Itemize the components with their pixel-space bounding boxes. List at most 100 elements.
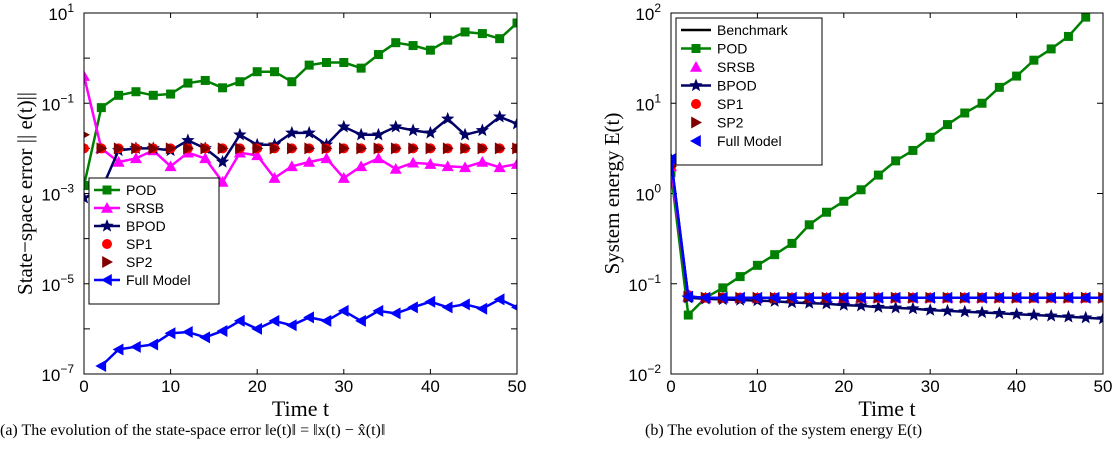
legend-pod-label: POD bbox=[717, 41, 747, 57]
series-sp2-point bbox=[252, 142, 264, 155]
legend-full-model-label: Full Model bbox=[717, 133, 782, 149]
series-full-model-point bbox=[872, 291, 884, 304]
series-pod-point bbox=[425, 45, 435, 55]
series-sp2-point bbox=[113, 142, 125, 155]
series-full-model-point bbox=[372, 304, 384, 317]
legend-pod-marker bbox=[102, 185, 112, 195]
series-srsb-point bbox=[355, 160, 368, 172]
series-pod-point bbox=[856, 185, 866, 195]
series-srsb-point bbox=[268, 172, 281, 183]
series-pod-point bbox=[321, 57, 331, 67]
series-sp2-point bbox=[84, 131, 90, 139]
series-full-model-point bbox=[355, 314, 366, 327]
series-pod-point bbox=[460, 27, 470, 37]
series-srsb-point bbox=[199, 152, 212, 164]
series-full-model-point bbox=[768, 291, 780, 304]
series-bpod-point bbox=[285, 125, 299, 139]
series-bpod-point bbox=[871, 300, 886, 313]
series-sp1-point bbox=[84, 143, 89, 154]
legend-pod-label: POD bbox=[126, 182, 156, 198]
series-srsb-point bbox=[459, 161, 472, 173]
series-sp2-point bbox=[390, 142, 402, 155]
x-axis-label: Time t bbox=[858, 396, 915, 421]
series-bpod-point bbox=[837, 298, 851, 311]
series-bpod-point bbox=[940, 303, 955, 317]
series-bpod-point bbox=[510, 116, 517, 130]
series-srsb-point bbox=[251, 149, 264, 161]
series-pod-point bbox=[218, 83, 228, 93]
legend-sp1-label: SP1 bbox=[126, 236, 153, 252]
caption-a: (a) The evolution of the state-space err… bbox=[0, 422, 386, 439]
legend-sp2-marker bbox=[102, 256, 113, 268]
series-srsb-point bbox=[493, 161, 506, 173]
series-full-model-point bbox=[233, 314, 245, 327]
series-full-model-point bbox=[785, 291, 797, 304]
series-pod-point bbox=[512, 18, 517, 28]
series-bpod-point bbox=[371, 127, 386, 141]
series-srsb-point bbox=[511, 158, 517, 169]
series-pod-point bbox=[873, 170, 883, 180]
series-full-model-point bbox=[459, 298, 470, 311]
series-srsb-point bbox=[337, 172, 350, 183]
caption-b: (b) The evolution of the system energy E… bbox=[645, 422, 923, 439]
series-pod-point bbox=[391, 38, 401, 48]
legend-full-model-marker bbox=[690, 135, 701, 147]
series-srsb-point bbox=[303, 155, 316, 167]
legend-full-model-marker bbox=[101, 274, 112, 286]
series-full-model-point bbox=[95, 360, 107, 373]
series-pod-point bbox=[804, 220, 814, 230]
x-tick-label: 0 bbox=[666, 377, 675, 396]
series-pod-point bbox=[477, 29, 487, 39]
series-pod-point bbox=[96, 103, 106, 113]
series-full-model-point bbox=[837, 291, 849, 304]
series-full-model-point bbox=[889, 291, 901, 304]
series-sp2-point bbox=[460, 142, 472, 155]
series-full-model-point bbox=[699, 291, 711, 304]
series-bpod-point bbox=[958, 304, 972, 318]
series-full-model-point bbox=[1062, 291, 1074, 304]
series-pod-point bbox=[822, 207, 832, 217]
legend-srsb-marker bbox=[690, 61, 702, 72]
series-full-model-point bbox=[906, 291, 918, 304]
series-bpod-point bbox=[181, 133, 195, 147]
legend-bpod-marker bbox=[689, 78, 703, 92]
series-srsb-point bbox=[372, 152, 385, 164]
y-tick-label: 102 bbox=[635, 1, 661, 24]
series-pod-point bbox=[994, 82, 1004, 92]
series-full-model-point bbox=[1079, 291, 1091, 304]
series-bpod-point bbox=[423, 125, 438, 139]
series-full-model-point bbox=[820, 291, 832, 304]
legend-sp2-label: SP2 bbox=[126, 254, 153, 270]
series-pod-point bbox=[287, 77, 297, 87]
series-full-model-point bbox=[129, 340, 141, 353]
series-sp2-point bbox=[512, 142, 517, 155]
series-pod-point bbox=[1029, 55, 1039, 65]
series-sp2-point bbox=[200, 142, 212, 155]
y-tick-label: 100 bbox=[635, 182, 661, 205]
series-full-model-point bbox=[671, 153, 676, 166]
series-pod-point bbox=[270, 67, 280, 77]
series-bpod-point bbox=[1061, 309, 1076, 323]
series-bpod-point bbox=[1079, 310, 1093, 324]
series-full-model-point bbox=[682, 290, 694, 303]
series-srsb-point bbox=[129, 152, 142, 164]
x-tick-label: 30 bbox=[921, 377, 940, 396]
series-full-model-point bbox=[941, 291, 953, 304]
series-pod-point bbox=[839, 196, 849, 206]
legend: POD SRSB BPOD SP1 SP2 Full Model bbox=[88, 177, 220, 305]
series-pod-point bbox=[443, 35, 453, 45]
series-full-model-point bbox=[855, 291, 866, 304]
series-full-model-point bbox=[993, 291, 1005, 304]
series-full-model-point bbox=[958, 291, 970, 304]
axes-frame bbox=[83, 12, 518, 375]
series-full-model-point bbox=[112, 343, 124, 356]
series-bpod-point bbox=[215, 154, 230, 168]
series-bpod-point bbox=[854, 298, 868, 312]
series-bpod-point bbox=[1027, 308, 1041, 321]
series-full-model-point bbox=[251, 322, 262, 335]
series-pod-point bbox=[183, 78, 193, 88]
series-full-model-point bbox=[716, 291, 728, 304]
x-tick-label: 10 bbox=[748, 377, 767, 396]
series-bpod-point bbox=[493, 109, 507, 123]
legend-srsb-label: SRSB bbox=[126, 200, 164, 216]
